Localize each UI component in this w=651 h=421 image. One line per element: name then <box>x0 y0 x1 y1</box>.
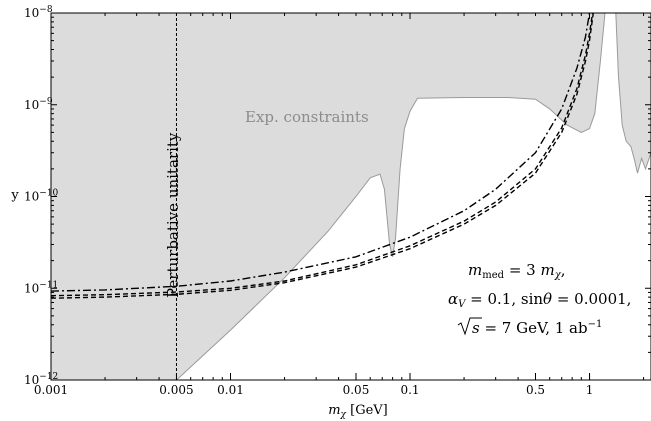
x-axis-label: mχ [GeV] <box>328 403 388 420</box>
y-tick-label: 10−9 <box>24 97 53 112</box>
y-axis-label: y <box>10 188 19 203</box>
constraint-region-right <box>615 13 651 174</box>
parameter-annotation: mmed = 3 mχ, αV = 0.1, sinθ = 0.0001, s … <box>448 261 631 337</box>
series-line-2 <box>51 13 594 297</box>
series-line-1 <box>51 13 594 299</box>
y-tick-label: 10−11 <box>24 280 58 295</box>
x-tick-label: 0.5 <box>526 383 545 397</box>
x-tick-label: 0.1 <box>400 383 419 397</box>
constraint-region <box>51 13 606 380</box>
annotation-line-2: αV = 0.1, sinθ = 0.0001, <box>448 290 631 310</box>
x-tick-label: 0.001 <box>34 383 68 397</box>
x-tick-label: 0.05 <box>343 383 370 397</box>
series-line-3 <box>51 13 591 292</box>
unitarity-label: Perturbative unitarity <box>164 132 182 298</box>
sqrt-symbol <box>457 317 482 336</box>
x-tick-label: 0.01 <box>217 383 244 397</box>
constraint-label: Exp. constraints <box>245 108 369 126</box>
annotation-line-1: mmed = 3 mχ, <box>468 261 566 281</box>
annotation-line-3: s = 7 GeV, 1 ab−1 <box>472 319 602 337</box>
y-tick-label: 10−10 <box>24 189 59 204</box>
y-tick-label: 10−8 <box>24 5 53 20</box>
x-tick-label: 1 <box>586 383 594 397</box>
x-tick-label: 0.005 <box>159 383 193 397</box>
y-tick-label: 10−12 <box>24 372 58 387</box>
